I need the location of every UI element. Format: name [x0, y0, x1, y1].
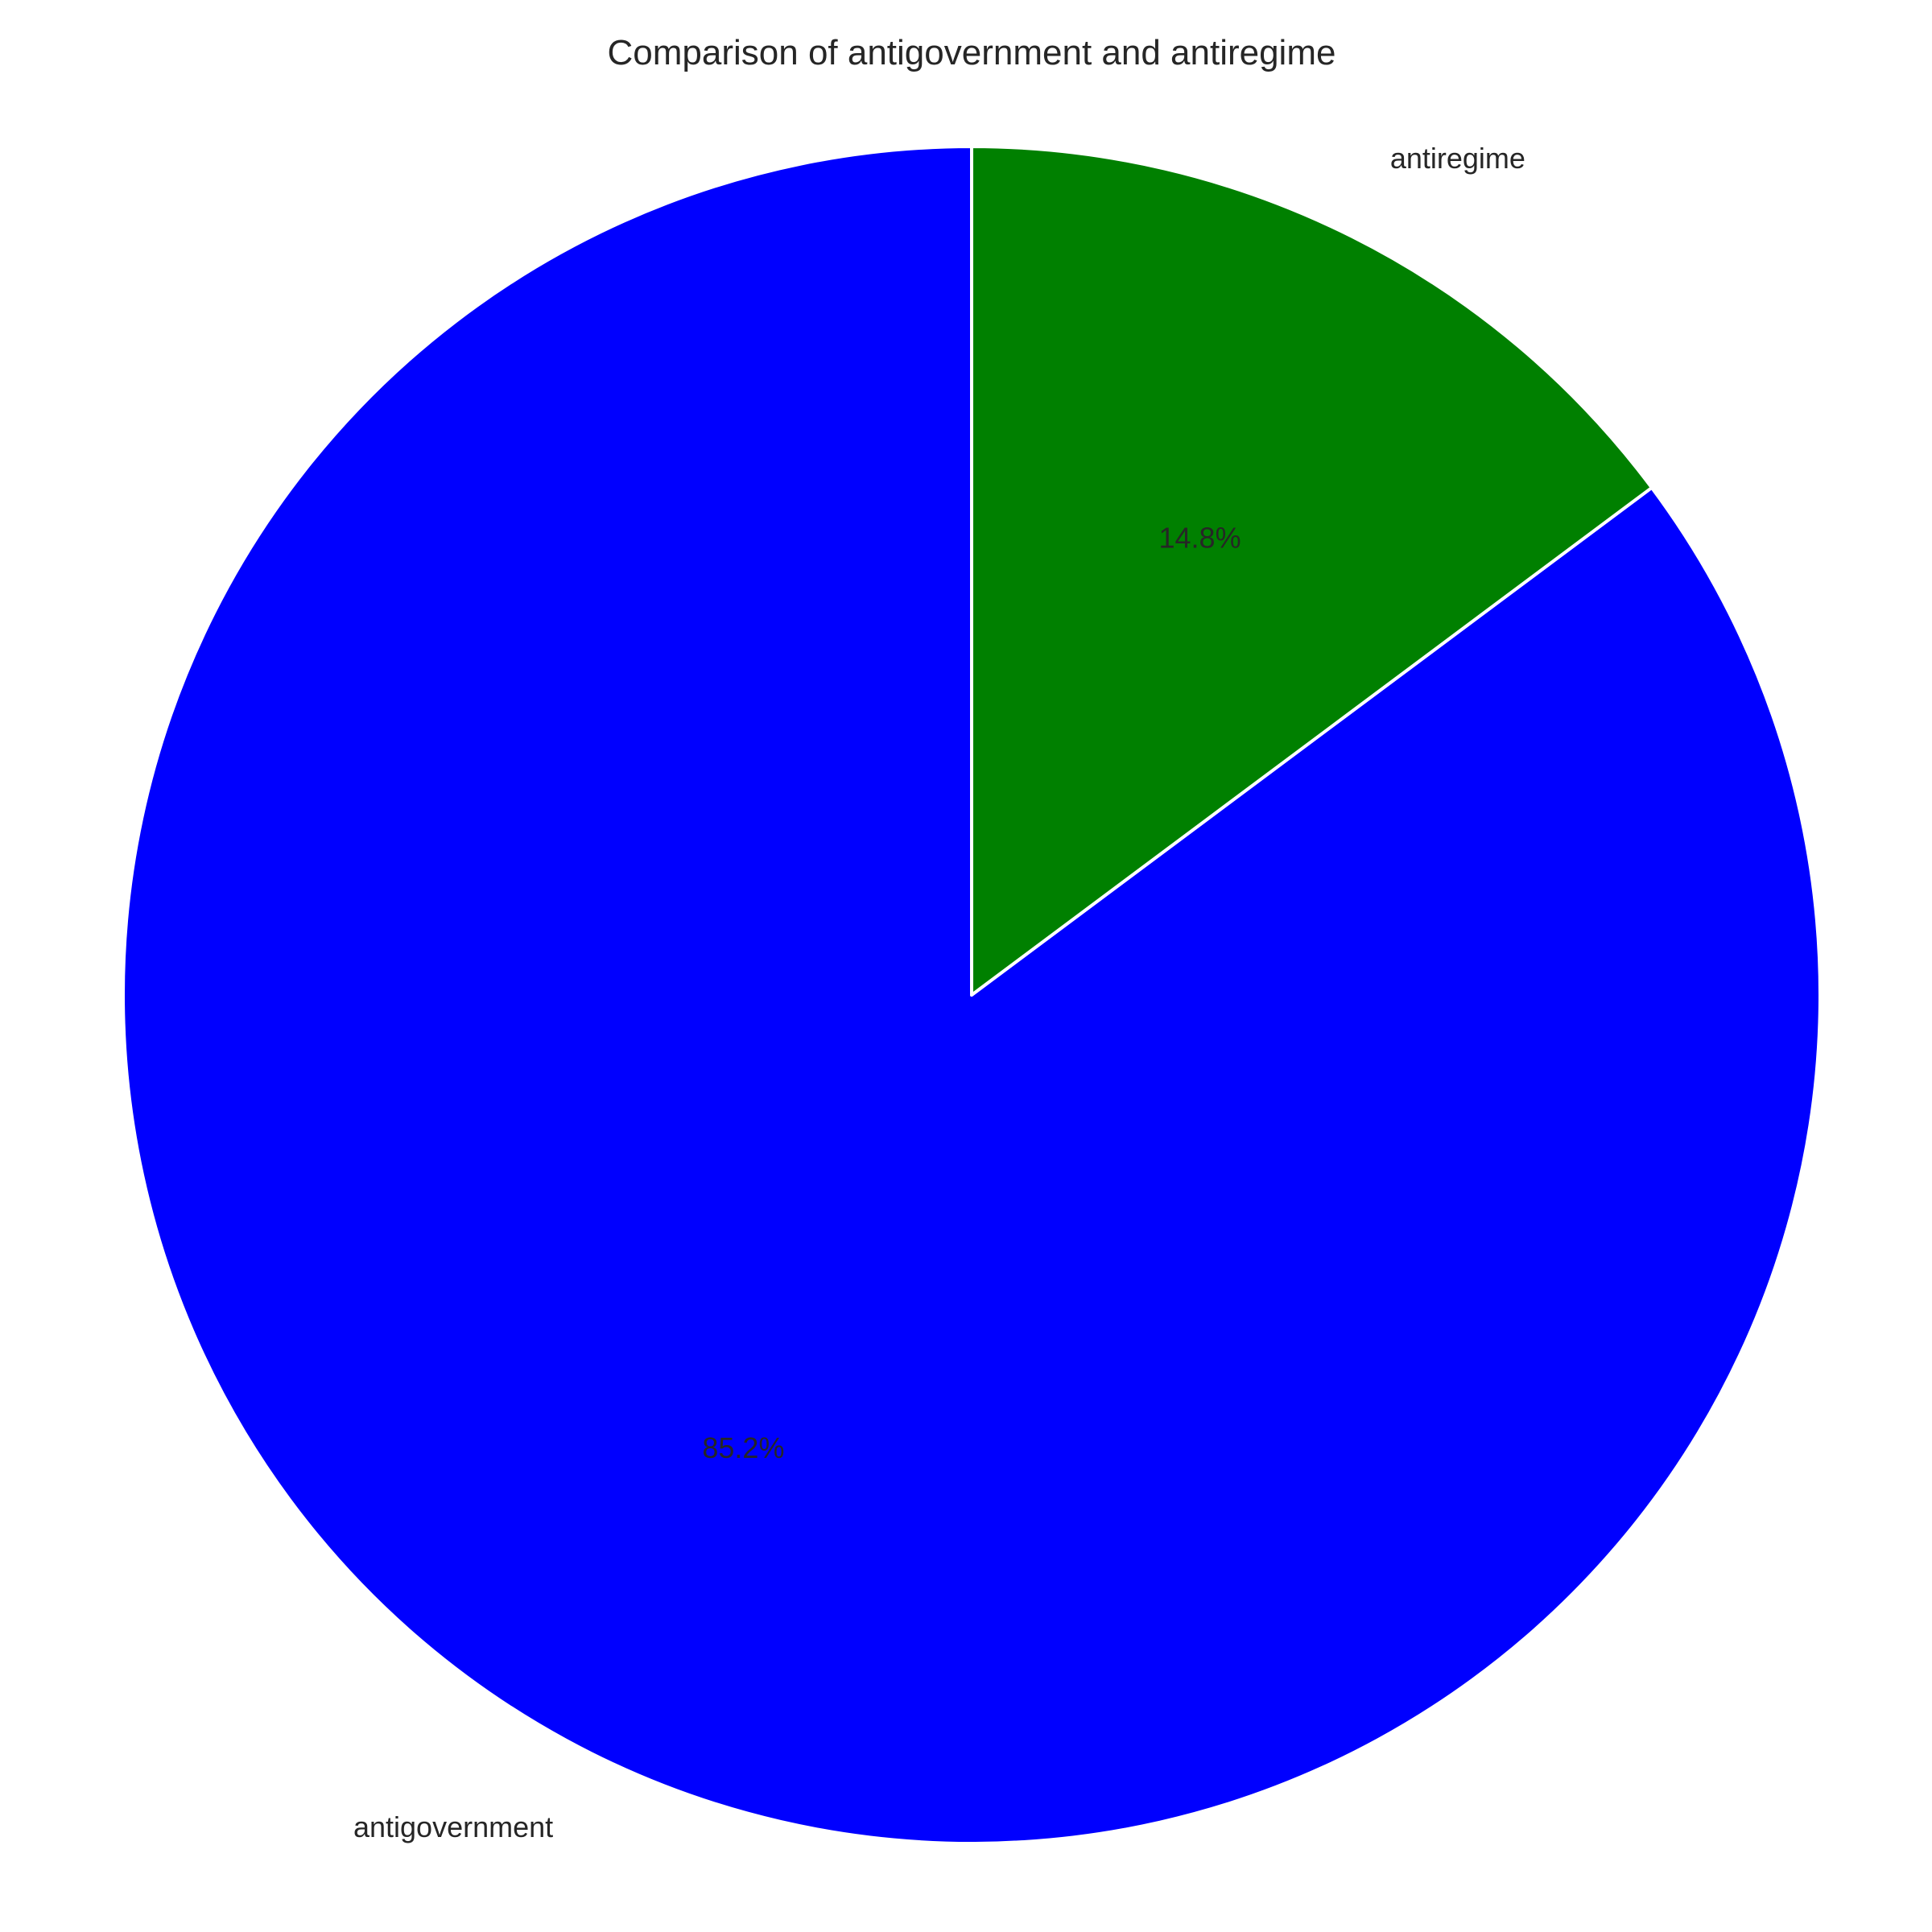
- percent-label-antiregime: 14.8%: [1159, 521, 1241, 554]
- pie-labels: antigovernment 85.2% antiregime 14.8%: [353, 142, 1525, 1843]
- pie-slices: [122, 145, 1822, 1845]
- pie-slice-antiregime: [970, 145, 1653, 997]
- slice-label-antigovernment: antigovernment: [353, 1810, 553, 1843]
- pie-slice-antigovernment: [122, 145, 1822, 1845]
- percent-label-antigovernment: 85.2%: [702, 1431, 784, 1464]
- chart-title: Comparison of antigovernment and antireg…: [608, 33, 1336, 72]
- slice-label-antiregime: antiregime: [1390, 142, 1525, 175]
